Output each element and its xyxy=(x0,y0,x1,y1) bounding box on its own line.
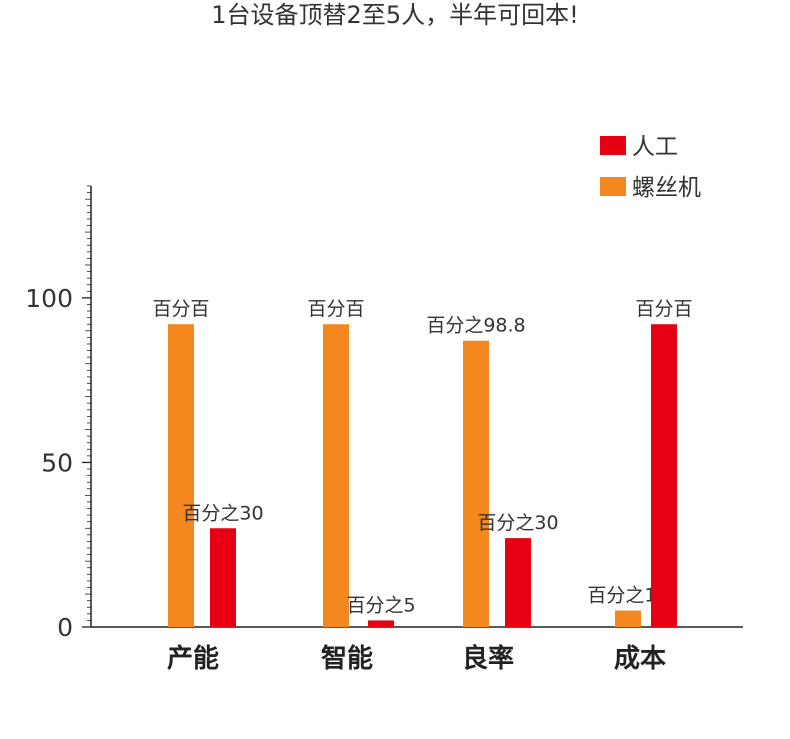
data-label: 百分百 xyxy=(152,298,209,320)
x-tick-label: 成本 xyxy=(614,644,666,674)
data-label: 百分百 xyxy=(635,298,692,320)
x-tick-label: 产能 xyxy=(167,643,219,674)
chart-title: 1台设备顶替2至5人，半年可回本! xyxy=(211,1,579,29)
bar-machine-3 xyxy=(463,340,489,627)
bar-manual-2 xyxy=(368,620,394,627)
data-label: 百分之10 xyxy=(587,585,668,607)
data-label: 百分之30 xyxy=(477,512,558,534)
bar-machine-4 xyxy=(615,610,641,627)
legend-label: 螺丝机 xyxy=(632,175,701,201)
bar-manual-4 xyxy=(651,324,677,627)
data-label: 百分百 xyxy=(307,298,364,320)
legend-swatch xyxy=(600,177,626,196)
x-tick-label: 良率 xyxy=(462,643,514,674)
y-tick-label: 100 xyxy=(25,284,73,313)
legend-label: 人工 xyxy=(632,134,678,160)
bar-manual-3 xyxy=(505,538,531,627)
legend-swatch xyxy=(600,136,626,155)
x-tick-label: 智能 xyxy=(321,643,373,674)
data-label: 百分之98.8 xyxy=(426,315,525,337)
data-label: 百分之5 xyxy=(346,594,415,616)
y-tick-label: 0 xyxy=(57,613,73,642)
bar-manual-1 xyxy=(210,528,236,627)
y-tick-label: 50 xyxy=(41,448,73,477)
bar-machine-2 xyxy=(323,324,349,627)
bar-machine-1 xyxy=(168,324,194,627)
data-label: 百分之30 xyxy=(182,502,263,524)
